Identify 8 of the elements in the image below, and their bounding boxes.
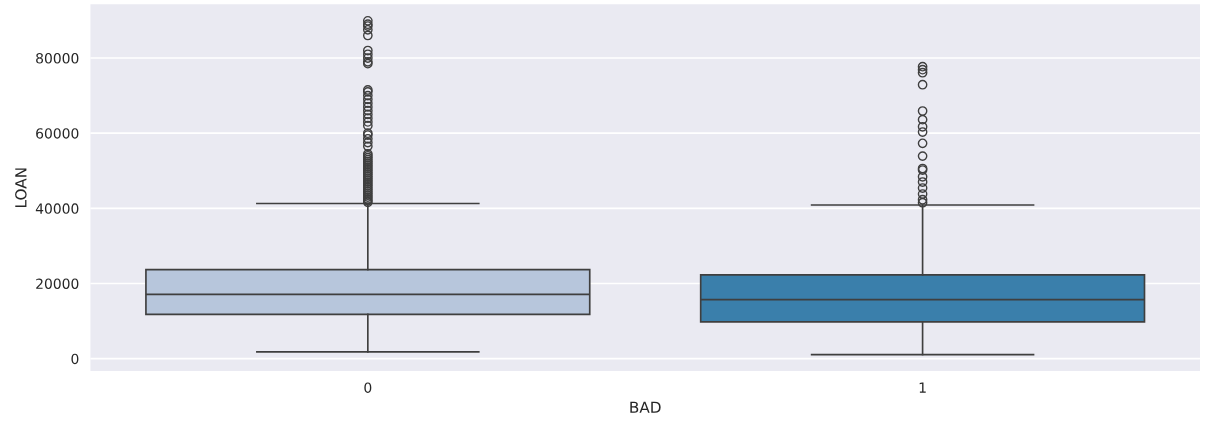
- x-tick-label: 1: [919, 382, 926, 393]
- y-tick-label: 20000: [36, 278, 79, 289]
- y-tick-label: 80000: [36, 53, 79, 64]
- y-tick-label: 40000: [35, 203, 79, 214]
- x-axis-title: BAD: [630, 401, 661, 413]
- y-axis-title: LOAN: [15, 168, 27, 207]
- y-tick-label: 60000: [36, 128, 79, 139]
- y-tick-label: 0: [71, 353, 79, 365]
